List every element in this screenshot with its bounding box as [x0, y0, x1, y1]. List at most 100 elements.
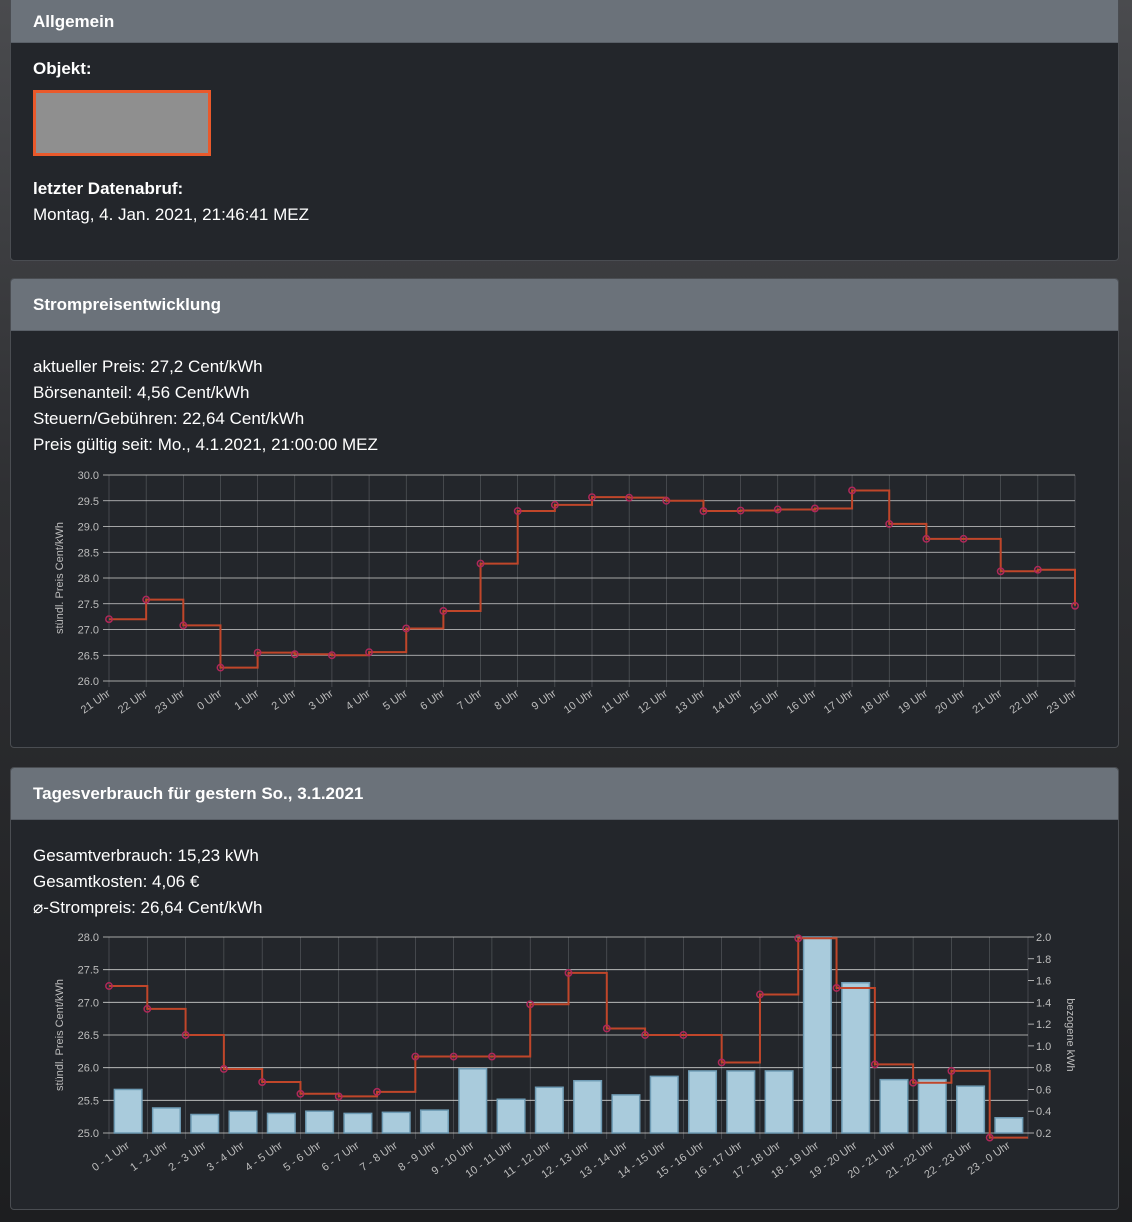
x-tick-label: 15 Uhr — [748, 687, 782, 716]
consumption-bar — [113, 1088, 143, 1134]
price-point — [253, 648, 262, 657]
price-point — [487, 1052, 496, 1061]
x-tick-label: 7 - 8 Uhr — [358, 1139, 400, 1174]
consumption-bar — [802, 936, 832, 1134]
price-point — [1033, 565, 1042, 574]
consumption-bar — [343, 1112, 373, 1134]
general-card: Allgemein Objekt: letzter Datenabruf: Mo… — [10, 0, 1119, 261]
x-tick-label: 2 Uhr — [270, 687, 299, 712]
y-tick-label: 26.0 — [78, 1063, 99, 1075]
price-series-line — [109, 937, 1028, 1139]
price-point — [334, 1092, 343, 1101]
y2-tick-label: 1.6 — [1036, 976, 1051, 988]
y-tick-label: 30.0 — [78, 470, 99, 482]
price-point — [216, 663, 225, 672]
consumption-bar — [305, 1110, 335, 1134]
y-tick-label: 26.0 — [78, 676, 99, 688]
price-point — [105, 615, 113, 624]
y-tick-label: 28.0 — [78, 573, 99, 585]
x-tick-label: 17 Uhr — [822, 687, 856, 716]
total-consumption: Gesamtverbrauch: 15,23 kWh — [33, 846, 259, 865]
x-tick-label: 1 - 2 Uhr — [128, 1139, 170, 1174]
x-tick-label: 3 - 4 Uhr — [205, 1139, 247, 1174]
consumption-bar — [994, 1117, 1024, 1134]
y2-axis-label: bezogene kWh — [1064, 998, 1076, 1071]
y2-tick-label: 1.2 — [1036, 1019, 1051, 1031]
price-point — [142, 595, 151, 604]
x-tick-label: 16 Uhr — [785, 687, 819, 716]
y2-tick-label: 0.8 — [1036, 1063, 1051, 1075]
price-point — [402, 624, 411, 633]
consumption-bar — [228, 1110, 258, 1134]
y-tick-label: 26.5 — [78, 650, 99, 662]
consumption-bar — [764, 1070, 794, 1134]
price-point — [513, 507, 522, 515]
x-tick-label: 4 Uhr — [344, 687, 373, 712]
y2-tick-label: 2.0 — [1036, 932, 1051, 944]
price-history-chart: 26.0 26.5 27.0 27.5 28.0 28.5 29.0 29.5 30.0 21 U… — [54, 470, 1079, 716]
x-tick-label: 8 Uhr — [492, 687, 521, 712]
price-point — [794, 934, 803, 943]
current-price: aktueller Preis: 27,2 Cent/kWh — [33, 357, 263, 376]
x-tick-label: 20 Uhr — [933, 687, 967, 716]
y-tick-label: 29.0 — [78, 522, 99, 534]
price-point — [179, 621, 188, 630]
consumption-bar — [917, 1078, 947, 1134]
price-point — [602, 1024, 611, 1033]
x-tick-label: 23 - 0 Uhr — [966, 1139, 1013, 1177]
x-tick-label: 21 Uhr — [970, 687, 1004, 716]
consumption-bar — [687, 1070, 718, 1134]
price-point — [885, 519, 894, 528]
price-point — [736, 506, 745, 515]
x-tick-label: 4 - 5 Uhr — [243, 1139, 285, 1174]
price-point — [181, 1031, 190, 1039]
consumption-bar — [496, 1098, 526, 1134]
x-tick-label: 11 Uhr — [600, 687, 634, 715]
general-title: Allgemein — [33, 11, 115, 31]
object-label: Objekt: — [33, 59, 92, 78]
price-card: Strompreisentwicklung aktueller Preis: 2… — [10, 278, 1119, 748]
consumption-bar — [956, 1085, 986, 1134]
y2-tick-label: 0.6 — [1036, 1084, 1051, 1096]
x-tick-label: 0 - 1 Uhr — [90, 1139, 132, 1174]
price-point — [699, 507, 708, 515]
x-tick-label: 5 Uhr — [381, 687, 410, 712]
x-tick-label: 23 Uhr — [153, 687, 187, 716]
price-point — [773, 505, 782, 514]
price-point — [411, 1052, 420, 1061]
y2-tick-label: 0.2 — [1036, 1128, 1051, 1140]
y-tick-label: 27.5 — [78, 965, 99, 977]
consumption-card-header: Tagesverbrauch für gestern So., 3.1.2021 — [11, 768, 1118, 820]
object-thumbnail[interactable] — [33, 90, 211, 156]
x-tick-label: 0 Uhr — [195, 687, 224, 712]
y-tick-label: 27.0 — [78, 625, 99, 637]
consumption-bar — [841, 981, 871, 1134]
x-tick-label: 10 Uhr — [562, 687, 596, 716]
x-tick-label: 23 Uhr — [1045, 687, 1079, 716]
taxes-fees: Steuern/Gebühren: 22,64 Cent/kWh — [33, 409, 305, 428]
consumption-title: Tagesverbrauch für gestern So., 3.1.2021 — [33, 783, 364, 803]
price-point — [922, 534, 931, 543]
exchange-share: Börsenanteil: 4,56 Cent/kWh — [33, 383, 250, 402]
y2-tick-label: 1.8 — [1036, 954, 1051, 966]
y2-tick-label: 1.0 — [1036, 1041, 1051, 1053]
price-point — [679, 1031, 688, 1039]
consumption-bar — [573, 1079, 603, 1134]
consumption-bar — [151, 1107, 181, 1134]
y-tick-label: 25.5 — [78, 1095, 99, 1107]
x-tick-label: 7 Uhr — [455, 687, 484, 712]
consumption-bar — [726, 1070, 756, 1134]
daily-consumption-chart: 25.0 25.5 26.0 26.5 27.0 27.5 28.0 0.2 0.4 0.6 0.8… — [54, 932, 1076, 1181]
x-tick-label: 5 - 6 Uhr — [281, 1139, 323, 1174]
price-point — [870, 1060, 879, 1069]
last-fetch-value: Montag, 4. Jan. 2021, 21:46:41 MEZ — [33, 205, 309, 224]
price-point — [373, 1087, 381, 1096]
price-point — [959, 534, 968, 543]
price-point — [526, 1000, 535, 1009]
x-tick-label: 1 Uhr — [232, 687, 261, 712]
x-tick-label: 3 Uhr — [307, 687, 336, 712]
price-point — [327, 651, 336, 660]
y2-tick-label: 1.4 — [1036, 997, 1051, 1009]
price-point — [947, 1066, 956, 1075]
x-tick-label: 9 Uhr — [530, 687, 559, 712]
